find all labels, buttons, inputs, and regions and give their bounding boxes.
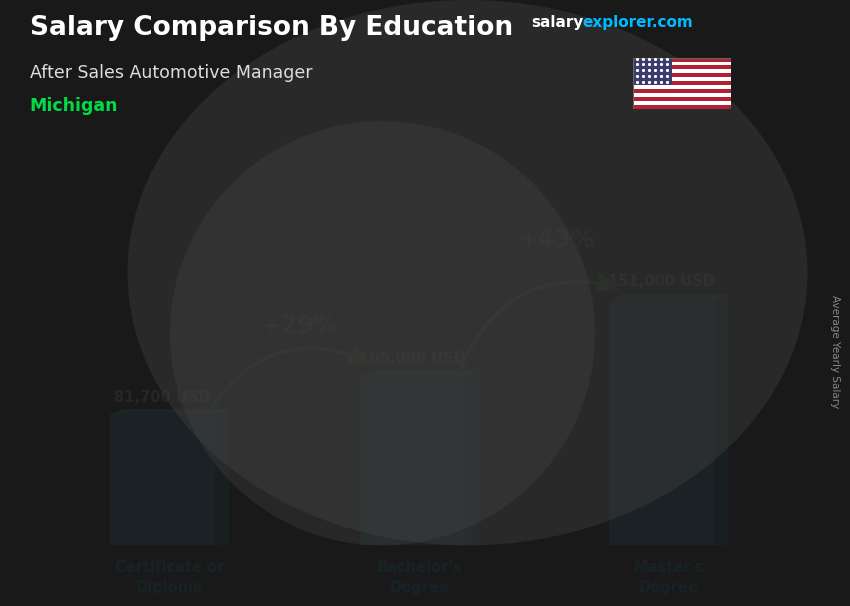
- Text: Certificate or
Diploma: Certificate or Diploma: [115, 560, 224, 594]
- Ellipse shape: [128, 0, 808, 545]
- Polygon shape: [110, 415, 215, 545]
- Text: Michigan: Michigan: [30, 97, 118, 115]
- Text: explorer.com: explorer.com: [582, 15, 693, 30]
- Text: 105,000 USD: 105,000 USD: [359, 351, 466, 366]
- Polygon shape: [215, 409, 229, 545]
- Bar: [633, 70, 731, 73]
- Bar: [633, 93, 731, 97]
- Bar: [633, 81, 731, 85]
- Polygon shape: [360, 377, 465, 545]
- Polygon shape: [609, 303, 714, 545]
- Bar: [633, 85, 731, 89]
- Bar: [633, 58, 672, 85]
- Polygon shape: [714, 294, 728, 545]
- Text: 81,700 USD: 81,700 USD: [115, 390, 211, 405]
- Text: +43%: +43%: [518, 228, 595, 252]
- Text: Master's
Degree: Master's Degree: [633, 560, 704, 594]
- Bar: [633, 101, 731, 105]
- Text: After Sales Automotive Manager: After Sales Automotive Manager: [30, 64, 312, 82]
- Text: Bachelor's
Degree: Bachelor's Degree: [377, 560, 462, 594]
- Text: Average Yearly Salary: Average Yearly Salary: [830, 295, 840, 408]
- Ellipse shape: [170, 121, 595, 545]
- Text: Salary Comparison By Education: Salary Comparison By Education: [30, 15, 513, 41]
- Bar: [633, 97, 731, 101]
- Polygon shape: [465, 370, 479, 545]
- Bar: [633, 58, 731, 62]
- Text: +29%: +29%: [262, 315, 338, 338]
- Text: salary: salary: [531, 15, 584, 30]
- Bar: [633, 73, 731, 78]
- Bar: [633, 62, 731, 65]
- Bar: [633, 65, 731, 70]
- Bar: [633, 78, 731, 81]
- Polygon shape: [609, 294, 728, 303]
- Polygon shape: [360, 370, 479, 377]
- Text: 151,000 USD: 151,000 USD: [609, 275, 715, 290]
- Bar: [633, 105, 731, 109]
- Bar: [633, 89, 731, 93]
- Polygon shape: [110, 409, 229, 415]
